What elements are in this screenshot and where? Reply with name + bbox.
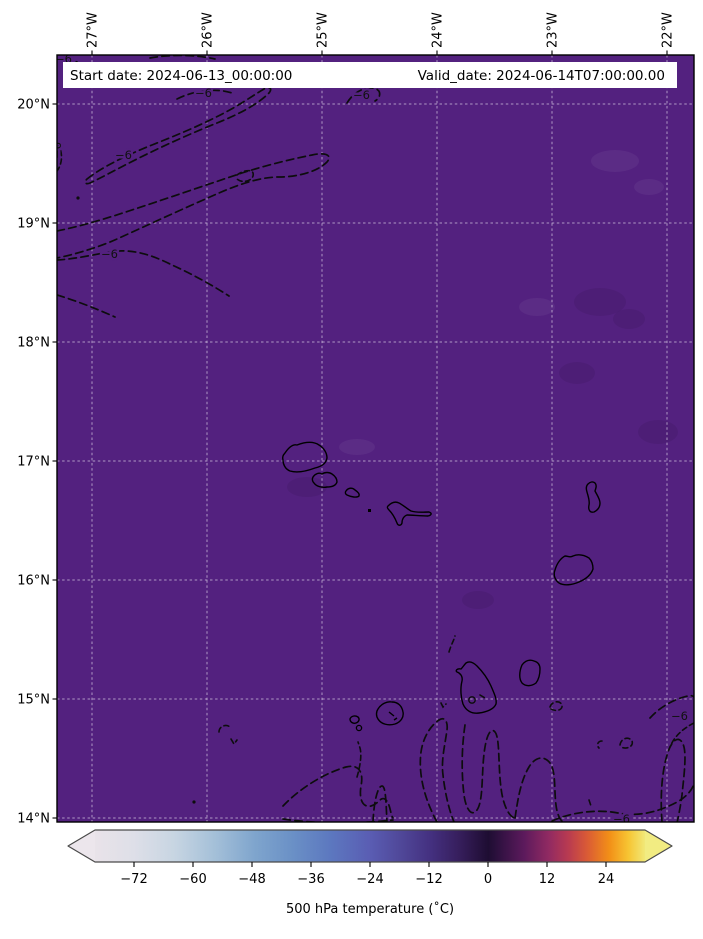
tick-label-27W: 27°W xyxy=(86,12,101,48)
contour-labels: −6 −6 −6 −6 −6 −6 −6 −6 xyxy=(50,55,690,826)
contour-dot xyxy=(192,800,196,804)
island-sao-nicolau xyxy=(386,501,432,526)
cb-tick-24: 24 xyxy=(598,872,615,887)
contour-line xyxy=(514,757,564,822)
island-brava xyxy=(349,715,360,724)
contour-fragment xyxy=(479,694,486,699)
contour-label: −6 xyxy=(671,709,688,723)
island-fogo xyxy=(375,701,404,726)
colorbar-left-arrow xyxy=(68,830,95,862)
cb-tick--60: −60 xyxy=(179,872,206,887)
coastlines xyxy=(281,441,601,732)
island-santiago xyxy=(455,661,497,714)
contour-line xyxy=(660,738,686,822)
valid-date-text: Valid_date: 2024-06-14T07:00:00.00 xyxy=(418,68,665,84)
contour-loop xyxy=(84,86,272,185)
contour-curl xyxy=(549,701,563,712)
tick-label-25W: 25°W xyxy=(316,12,331,48)
contour-line xyxy=(448,635,456,653)
colorbar: −72 −60 −48 −36 −24 −12 0 12 24 500 hPa … xyxy=(67,829,673,917)
map-axes: −6 −6 −6 −6 −6 −6 −6 −6 xyxy=(50,50,695,826)
island-maio xyxy=(519,659,541,687)
contour-fragment xyxy=(440,702,447,709)
tick-label-24W: 24°W xyxy=(431,12,446,48)
colorbar-outline xyxy=(67,829,673,863)
cb-tick--24: −24 xyxy=(356,872,383,887)
cb-tick-0: 0 xyxy=(484,872,492,887)
date-banner: Start date: 2024-06-13_00:00:00 Valid_da… xyxy=(63,62,677,88)
island-sao-vicente xyxy=(311,471,338,488)
contour-loop xyxy=(57,152,330,259)
contour-line xyxy=(176,89,233,100)
contour-line xyxy=(57,142,63,172)
island-sal xyxy=(585,481,601,513)
contour-line xyxy=(372,785,388,822)
start-date-text: Start date: 2024-06-13_00:00:00 xyxy=(70,68,292,84)
contour-line xyxy=(282,818,394,822)
cb-tick--12: −12 xyxy=(415,872,442,887)
contour-line xyxy=(57,250,230,297)
contour-label-rotated: −6 xyxy=(50,142,64,159)
contour-curl xyxy=(619,737,634,749)
tick-label-17N: 17°N xyxy=(17,455,50,470)
contour-curl xyxy=(236,169,255,183)
island-santo-antao xyxy=(281,441,328,473)
islet-near-brava xyxy=(355,724,363,732)
contour-line xyxy=(282,765,394,819)
contour-line xyxy=(419,717,455,822)
tick-label-19N: 19°N xyxy=(17,217,50,232)
longitude-tick-labels: 27°W 26°W 25°W 24°W 23°W 22°W xyxy=(86,12,676,48)
contour-line xyxy=(356,741,362,778)
temperature-contours xyxy=(57,55,694,822)
contour-ring xyxy=(468,696,476,704)
contour-curl xyxy=(218,724,232,733)
cb-tick-12: 12 xyxy=(539,872,556,887)
cb-tick--48: −48 xyxy=(238,872,265,887)
tick-label-16N: 16°N xyxy=(17,574,50,589)
island-boa-vista xyxy=(553,554,594,586)
axis-ticks xyxy=(52,50,668,819)
tick-label-20N: 20°N xyxy=(17,98,50,113)
latitude-tick-labels: 20°N 19°N 18°N 17°N 16°N 15°N 14°N xyxy=(17,98,50,827)
contour-line xyxy=(149,55,216,60)
contour-label: −6 xyxy=(101,247,118,261)
contour-curl xyxy=(596,740,603,749)
date-banner-background xyxy=(63,62,677,88)
tick-label-14N: 14°N xyxy=(17,812,50,827)
contour-label: −6 xyxy=(353,88,370,102)
colorbar-right-arrow xyxy=(645,830,672,862)
tick-label-18N: 18°N xyxy=(17,336,50,351)
contour-label: −6 xyxy=(115,148,132,162)
colorbar-axis-label: 500 hPa temperature (˚C) xyxy=(286,901,454,917)
contour-line xyxy=(461,724,516,819)
graticule xyxy=(57,55,694,822)
contour-label: −6 xyxy=(613,812,630,826)
cb-tick--36: −36 xyxy=(297,872,324,887)
contour-label: −6 xyxy=(195,86,212,100)
colorbar-tick-labels: −72 −60 −48 −36 −24 −12 0 12 24 xyxy=(120,872,614,887)
contour-fragment xyxy=(588,799,592,807)
island-santa-luzia xyxy=(344,487,360,498)
island-fogo-caldera xyxy=(388,711,398,721)
contour-line xyxy=(57,294,116,318)
tick-label-26W: 26°W xyxy=(201,12,216,48)
colorbar-gradient-body xyxy=(95,830,645,862)
contour-line xyxy=(649,694,694,719)
field-mottling xyxy=(287,150,678,609)
cb-tick--72: −72 xyxy=(120,872,147,887)
tick-label-23W: 23°W xyxy=(546,12,561,48)
islet-raso xyxy=(368,509,371,512)
colorbar-ticks xyxy=(133,862,607,867)
temperature-field-fill xyxy=(57,55,694,822)
contour-fragment xyxy=(230,738,238,746)
contour-line xyxy=(669,722,694,748)
contour-dot xyxy=(76,196,80,200)
tick-label-15N: 15°N xyxy=(17,693,50,708)
tick-label-22W: 22°W xyxy=(661,12,676,48)
map-border xyxy=(56,54,695,823)
